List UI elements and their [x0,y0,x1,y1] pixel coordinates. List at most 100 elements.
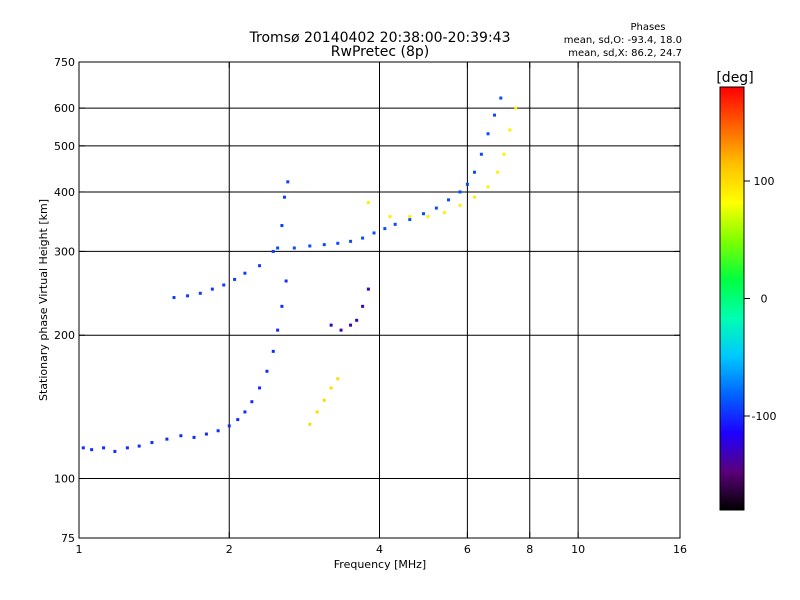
x-tick-label: 1 [76,543,83,556]
data-point [315,410,319,414]
stats-line-o: mean, sd,O: -93.4, 18.0 [564,35,682,46]
stats-heading: Phases [630,22,665,33]
x-tick-labels: 1 2 4 6 8 10 16 [76,543,688,556]
data-point [308,244,312,248]
data-point [361,304,365,308]
data-point [198,291,202,295]
data-point [222,283,226,287]
data-point [243,410,247,414]
y-tick-label: 750 [54,56,75,69]
data-point [292,246,296,250]
colorbar-tick-label: 100 [754,175,775,188]
data-point [366,201,370,205]
x-tick-label: 2 [226,543,233,556]
data-point [172,296,176,300]
data-point [280,304,284,308]
data-point [322,243,326,247]
data-point [271,349,275,353]
data-point [458,203,462,207]
x-tick-label: 4 [376,543,383,556]
data-point [137,444,141,448]
data-point [236,418,240,422]
data-point [243,271,247,275]
data-point [280,224,284,228]
data-point [336,241,340,245]
stats-line-x: mean, sd,X: 86.2, 24.7 [568,48,682,59]
data-point [486,185,490,189]
data-point [204,432,208,436]
data-point [276,246,280,250]
y-tick-label: 200 [54,329,75,342]
data-point [81,446,85,450]
y-tick-label: 100 [54,473,75,486]
data-point [486,132,490,136]
data-point [216,429,220,433]
data-point [271,249,275,253]
data-point [308,422,312,426]
chart-title: Tromsø 20140402 20:38:00-20:39:43 [249,30,511,46]
colorbar [719,86,745,511]
colorbar-tick-label: 0 [761,293,768,306]
data-point [421,212,425,216]
data-point [499,96,503,100]
data-point [426,215,430,219]
data-point [458,190,462,194]
y-axis-label: Stationary phase Virtual Height [km] [37,199,50,401]
grid-lines [79,62,680,538]
x-tick-label: 8 [526,543,533,556]
x-tick-label: 16 [673,543,687,556]
data-point [102,446,106,450]
data-point [150,441,154,445]
data-point [393,222,397,226]
data-point [355,318,359,322]
data-point [179,434,183,438]
data-point [329,386,333,390]
y-tick-label: 500 [54,140,75,153]
data-point [472,170,476,174]
data-point [329,323,333,327]
data-point [192,435,196,439]
x-tick-label: 10 [571,543,585,556]
y-tick-label: 300 [54,245,75,258]
data-point [258,264,262,268]
data-point [383,227,387,231]
data-point [276,328,280,332]
data-point [250,400,254,404]
data-point [258,386,262,390]
y-tick-label: 600 [54,102,75,115]
colorbar-tick-label: -100 [752,410,777,423]
data-point [493,113,497,117]
data-point [186,294,190,298]
data-point [227,424,231,428]
data-point [388,215,392,219]
data-point [447,198,451,202]
data-point [284,279,288,283]
data-point [496,170,500,174]
y-tick-label: 400 [54,186,75,199]
colorbar-ticks: 100 0 -100 [744,175,776,423]
data-point [434,206,438,210]
colorbar-label: [deg] [716,70,753,86]
data-point [465,182,469,186]
data-point [113,449,117,453]
chart-subtitle: RwPretec (8p) [331,44,429,60]
data-point [508,128,512,132]
data-point [349,239,353,243]
data-point [502,152,506,156]
data-point [349,323,353,327]
data-point [165,437,169,441]
scatter-points [81,96,518,453]
data-point [472,195,476,199]
data-point [366,287,370,291]
data-point [514,106,518,110]
data-point [408,218,412,222]
data-point [210,287,214,291]
data-point [282,195,286,199]
data-point [322,398,326,402]
y-tick-label: 75 [61,532,75,545]
data-point [336,377,340,381]
data-point [286,180,290,184]
data-point [408,215,412,219]
